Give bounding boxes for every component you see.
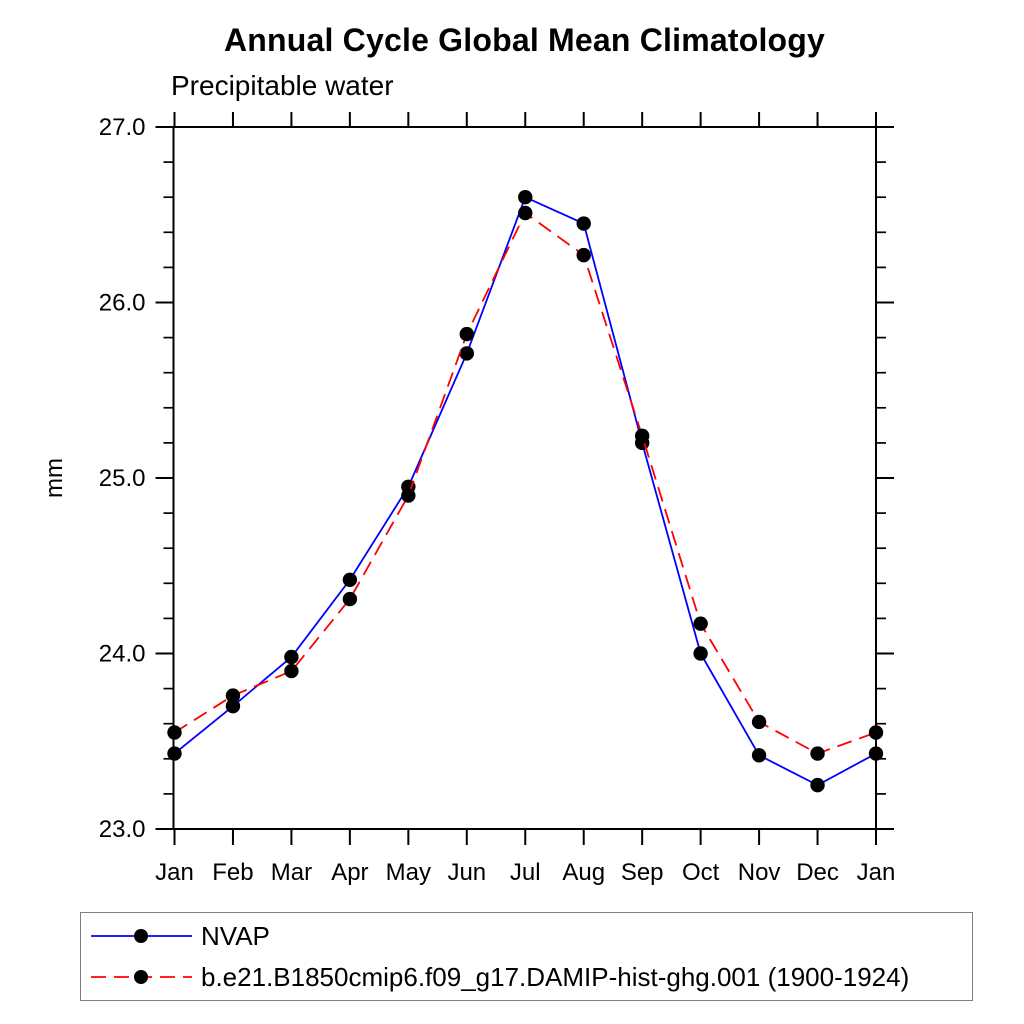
x-tick-label: Dec: [796, 859, 839, 886]
y-tick-label: 26.0: [99, 290, 146, 317]
x-tick-label: Jan: [857, 859, 896, 886]
legend-box: NVAP b.e21.B1850cmip6.f09_g17.DAMIP-hist…: [80, 912, 973, 1001]
legend-sample-marker: [134, 970, 148, 984]
y-tick-label: 23.0: [99, 816, 146, 843]
y-tick-label: 27.0: [99, 114, 146, 141]
data-point: [751, 714, 767, 730]
y-axis-label: mm: [41, 458, 68, 498]
data-point: [868, 725, 884, 740]
chart-title: Annual Cycle Global Mean Climatology: [223, 22, 826, 58]
x-tick-label: Sep: [621, 859, 664, 886]
legend-item-model: b.e21.B1850cmip6.f09_g17.DAMIP-hist-ghg.…: [81, 957, 972, 998]
x-tick-label: Jun: [447, 859, 486, 886]
data-point: [284, 663, 299, 679]
data-point: [576, 216, 591, 231]
legend-label-nvap: NVAP: [201, 920, 270, 951]
data-point: [810, 746, 825, 761]
data-point: [576, 247, 591, 263]
x-tick-label: Feb: [212, 859, 253, 886]
y-tick-label: 25.0: [99, 465, 146, 492]
x-tick-label: Jan: [155, 859, 194, 886]
series-line-0: [173, 195, 877, 787]
x-tick-label: Jul: [510, 859, 541, 886]
legend-label-model: b.e21.B1850cmip6.f09_g17.DAMIP-hist-ghg.…: [201, 961, 910, 992]
data-point: [342, 572, 358, 587]
data-point: [225, 688, 241, 703]
legend-line-sample-model: [91, 970, 192, 984]
data-point: [401, 488, 416, 503]
data-point: [167, 746, 182, 761]
x-tick-label: Apr: [331, 859, 368, 886]
x-tick-label: Mar: [271, 859, 312, 886]
y-tick-label: 24.0: [99, 641, 146, 668]
x-tick-label: Oct: [682, 859, 720, 886]
legend-line-sample-nvap: [91, 929, 192, 943]
x-tick-label: May: [386, 859, 431, 886]
data-point: [518, 205, 533, 221]
data-point: [693, 646, 708, 661]
x-tick-label: Aug: [562, 859, 605, 886]
plot-frame: [172, 126, 877, 830]
data-point: [810, 777, 825, 793]
legend-sample-marker: [134, 929, 148, 943]
data-point: [868, 746, 884, 761]
data-point: [693, 616, 708, 631]
data-point: [459, 326, 474, 342]
data-point: [167, 725, 182, 740]
series-line-1: [174, 211, 877, 755]
data-point: [342, 591, 358, 607]
legend-item-nvap: NVAP: [81, 916, 972, 957]
data-point: [225, 698, 241, 714]
chart-subtitle: Precipitable water: [171, 70, 394, 101]
data-point: [634, 428, 650, 444]
data-point: [751, 748, 767, 763]
data-point: [518, 190, 533, 205]
x-tick-label: Nov: [738, 859, 781, 886]
data-point: [459, 346, 474, 361]
data-point: [284, 649, 299, 665]
